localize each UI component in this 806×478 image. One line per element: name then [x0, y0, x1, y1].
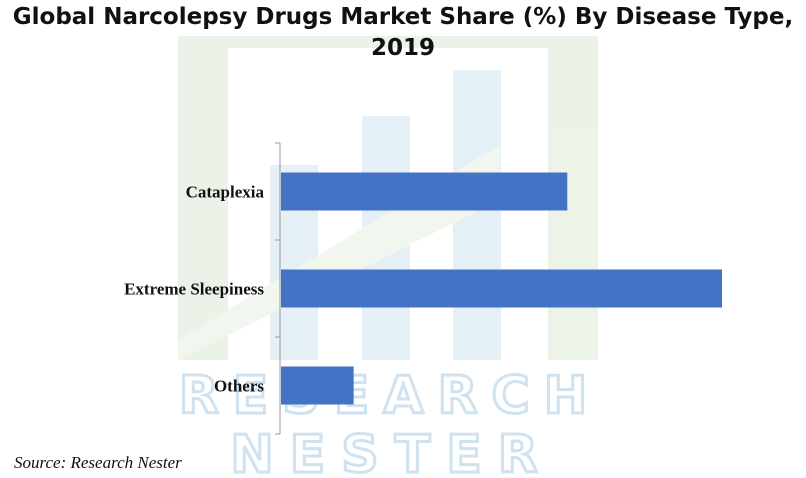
- category-label: Extreme Sleepiness: [124, 280, 264, 299]
- bar-others: [281, 366, 354, 405]
- watermark-text-research: RESEARCH: [179, 366, 602, 426]
- category-label: Others: [214, 377, 264, 396]
- bar-extreme-sleepiness: [281, 269, 722, 308]
- chart-title: Global Narcolepsy Drugs Market Share (%)…: [12, 4, 794, 61]
- bar-cataplexia: [281, 172, 568, 211]
- category-label: Cataplexia: [186, 183, 265, 202]
- source-note: Source: Research Nester: [14, 453, 182, 472]
